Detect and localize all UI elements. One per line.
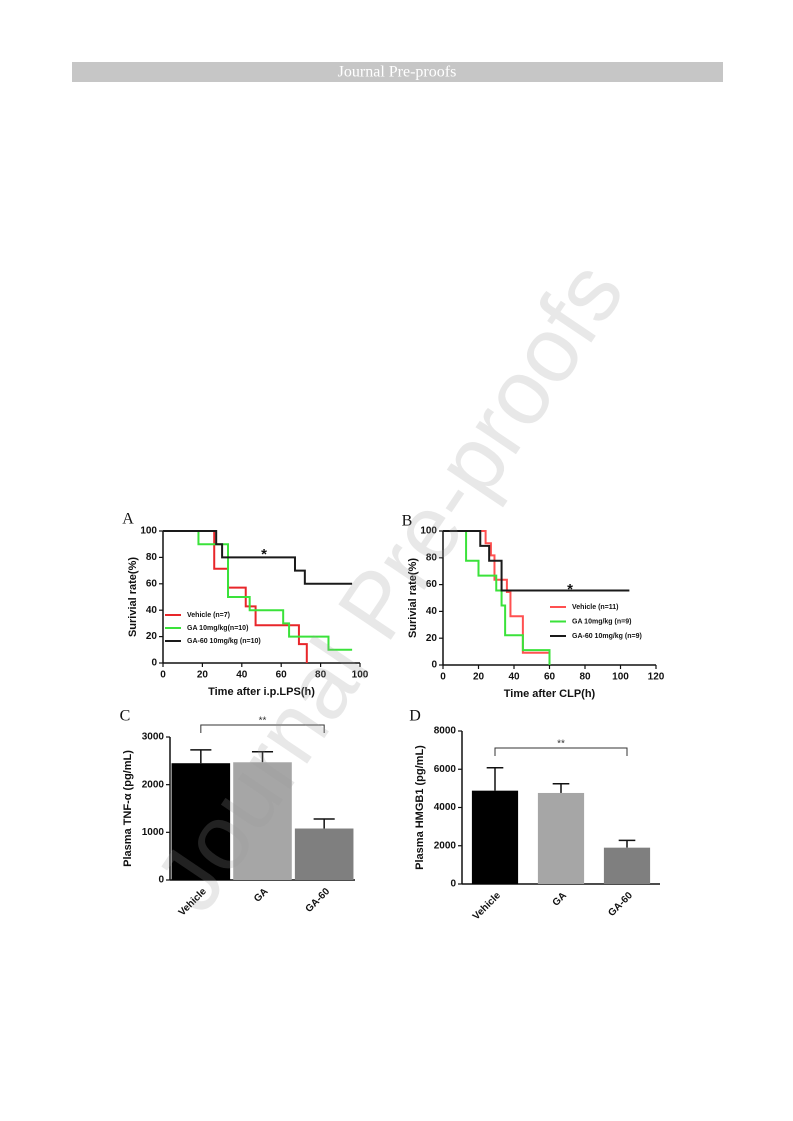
bar [603, 847, 651, 884]
significance-bracket [494, 747, 628, 756]
y-tick-label: 0 [450, 879, 456, 890]
y-tick-label: 1000 [142, 827, 165, 838]
y-tick-label: 20 [426, 633, 438, 644]
x-axis-label: Time after CLP(h) [504, 688, 596, 700]
y-axis-label: Surivial rate(%) [127, 557, 139, 637]
legend-label: Vehicle (n=7) [187, 612, 230, 619]
annotation: ** [259, 716, 267, 727]
y-tick-label: 3000 [142, 732, 165, 743]
y-tick-label: 40 [426, 606, 438, 617]
x-tick-label: GA-60 [606, 890, 635, 919]
x-tick-label: 80 [315, 670, 327, 681]
y-tick-label: 6000 [434, 764, 457, 775]
header-text: Journal Pre-proofs [338, 64, 457, 81]
x-tick-label: 80 [579, 672, 591, 683]
y-axis-label: Surivial rate(%) [407, 558, 419, 638]
annotation: * [567, 581, 573, 598]
x-tick-label: 0 [160, 670, 166, 681]
x-tick-label: 120 [648, 672, 665, 683]
x-tick-label: 60 [544, 672, 556, 683]
legend-label: Vehicle (n=11) [572, 604, 619, 611]
annotation: * [261, 546, 267, 563]
legend-label: GA 10mg/kg (n=9) [572, 618, 631, 625]
annotation: ** [557, 739, 565, 750]
y-axis-label: Plasma HMGB1 (pg/mL) [414, 745, 426, 870]
x-tick-label: 40 [236, 670, 248, 681]
panel-label: C [120, 708, 131, 725]
y-tick-label: 60 [426, 579, 438, 590]
bar [233, 762, 292, 880]
x-tick-label: 60 [276, 670, 288, 681]
bar [171, 763, 231, 880]
survival-line [163, 530, 353, 585]
y-tick-label: 0 [158, 875, 164, 886]
legend-label: GA-60 10mg/kg (n=9) [572, 633, 642, 640]
bar [471, 790, 519, 884]
bar [294, 828, 354, 880]
x-tick-label: 20 [197, 670, 209, 681]
x-tick-label: 20 [473, 672, 485, 683]
y-tick-label: 80 [426, 552, 438, 563]
panel-label: A [122, 511, 134, 528]
x-tick-label: GA [252, 886, 270, 904]
x-axis-label: Time after i.p.LPS(h) [208, 686, 315, 698]
x-tick-label: GA [551, 890, 569, 908]
survival-line [443, 530, 630, 592]
survival-line [163, 530, 353, 651]
significance-bracket [200, 724, 325, 733]
y-tick-label: 0 [431, 660, 437, 671]
legend-label: GA 10mg/kg(n=10) [187, 625, 248, 632]
y-tick-label: 100 [420, 526, 437, 537]
panel-label: B [402, 513, 413, 530]
panel-label: D [409, 708, 421, 725]
x-tick-label: Vehicle [471, 890, 503, 922]
header-bar [72, 62, 723, 82]
y-tick-label: 60 [146, 578, 158, 589]
y-tick-label: 0 [151, 658, 157, 669]
y-tick-label: 8000 [434, 726, 457, 737]
y-tick-label: 100 [140, 526, 157, 537]
y-tick-label: 80 [146, 552, 158, 563]
x-tick-label: 100 [352, 670, 369, 681]
y-tick-label: 40 [146, 605, 158, 616]
x-tick-label: 100 [612, 672, 629, 683]
survival-line [163, 530, 308, 663]
y-tick-label: 4000 [434, 802, 457, 813]
y-axis-label: Plasma TNF-α (pg/mL) [122, 750, 134, 867]
bar [537, 792, 585, 884]
x-tick-label: GA-60 [304, 886, 333, 915]
x-tick-label: 0 [440, 672, 446, 683]
y-tick-label: 20 [146, 631, 158, 642]
y-tick-label: 2000 [142, 779, 165, 790]
x-tick-label: 40 [508, 672, 520, 683]
legend-label: GA-60 10mg/kg (n=10) [187, 638, 261, 645]
y-tick-label: 2000 [434, 840, 457, 851]
figure: A 0 20 40 60 80 100 Surivial rate(%) 0 20 40 60 80 10… [120, 511, 665, 923]
